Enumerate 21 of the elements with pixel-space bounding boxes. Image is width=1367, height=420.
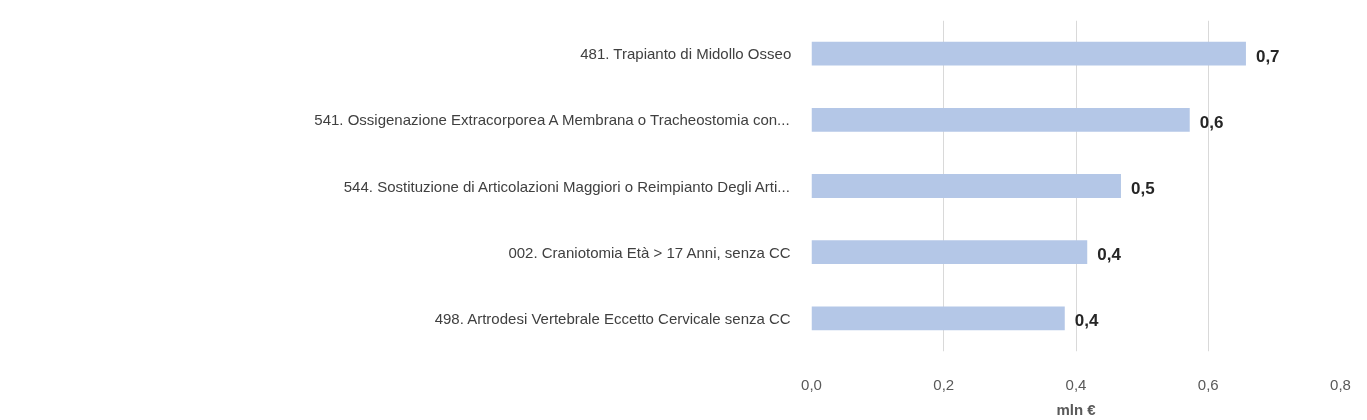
bar [811,174,1121,198]
x-axis-title: mln € [1056,400,1097,418]
x-tick-label: 0,4 [1065,375,1087,393]
bar [811,107,1190,132]
x-tick-label: 0,0 [801,375,822,393]
data-label: 0,7 [1255,46,1280,66]
y-tick-label: 002. Craniotomia Età > 17 Anni, senza CC [508,243,791,261]
x-tick-label: 0,2 [933,375,955,393]
y-tick-label: 481. Trapianto di Midollo Osseo [580,45,792,63]
y-tick-label: 498. Artrodesi Vertebrale Eccetto Cervicale senza CC [434,309,791,327]
bar [811,240,1088,265]
bar [811,306,1065,331]
bar [811,41,1246,66]
data-label: 0,6 [1199,112,1224,132]
x-tick-label: 0,8 [1330,375,1351,393]
data-label: 0,4 [1074,311,1099,331]
data-label: 0,5 [1130,179,1155,198]
x-tick-label: 0,6 [1197,375,1219,393]
data-label: 0,4 [1097,245,1122,265]
y-tick-label: 544. Sostituzione di Articolazioni Maggiori o Reimpianto Degli Arti... [343,177,790,195]
y-tick-label: 541. Ossigenazione Extracorporea A Membrana o Tracheostomia con... [314,111,790,129]
